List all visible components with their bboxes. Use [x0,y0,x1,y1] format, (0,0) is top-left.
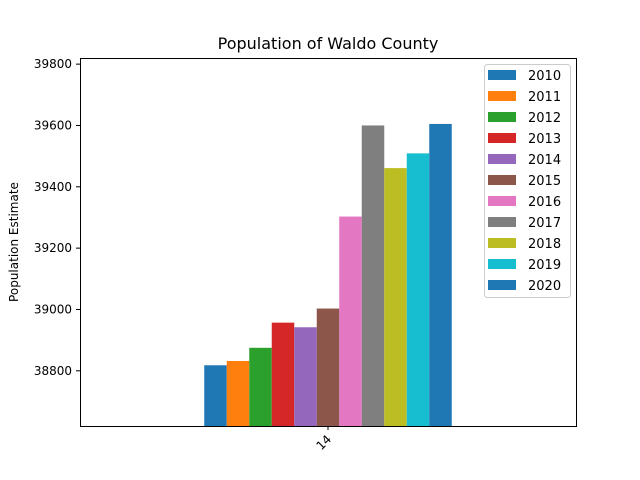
legend-label: 2012 [528,111,561,126]
bar-2012 [249,347,272,426]
bar-2011 [226,360,250,426]
legend-swatch-2015 [488,175,516,185]
legend-swatch-2010 [488,70,516,80]
legend-swatch-2011 [488,91,516,101]
bar-2019 [406,153,430,426]
legend-swatch-2014 [488,154,516,164]
bar-2020 [429,123,452,426]
legend-label: 2018 [528,237,561,252]
legend-label: 2015 [528,174,561,189]
legend-swatch-2020 [488,280,516,290]
bar-2018 [384,168,407,427]
chart-title: Population of Waldo County [218,34,439,53]
legend-swatch-2013 [488,133,516,143]
bar-2010 [204,365,227,426]
legend-swatch-2016 [488,196,516,206]
legend-swatch-2019 [488,259,516,269]
legend-label: 2010 [528,69,561,84]
legend-label: 2013 [528,132,561,147]
legend-swatch-2017 [488,217,516,227]
bar-2015 [316,308,340,426]
x-ticks-group: 14 [313,426,334,453]
x-tick-label: 14 [313,432,334,453]
y-tick-label: 38800 [34,364,72,378]
legend-label: 2017 [528,216,561,231]
legend-swatch-2018 [488,238,516,248]
y-ticks-group: 38800 39000 39200 39400 39600 39800 [34,57,80,378]
legend-label: 2014 [528,153,561,168]
bar-2013 [271,322,295,426]
legend-label: 2020 [528,279,561,294]
y-tick-label: 39800 [34,57,72,71]
plot-frame [80,58,577,427]
bars-group [204,123,452,427]
bar-2017 [361,125,385,426]
y-axis-label: Population Estimate [7,182,21,302]
legend-label: 2019 [528,258,561,273]
legend-label: 2011 [528,90,561,105]
legend-label: 2016 [528,195,561,210]
legend-swatch-2012 [488,112,516,122]
y-tick-label: 39400 [34,180,72,194]
y-tick-label: 39000 [34,302,72,316]
y-tick-label: 39200 [34,241,72,255]
bar-2014 [294,327,317,426]
y-tick-label: 39600 [34,118,72,132]
legend: 2010 2011 2012 2013 2014 2015 2016 2017 2018 2019… [484,64,571,298]
bar-2016 [339,216,362,426]
